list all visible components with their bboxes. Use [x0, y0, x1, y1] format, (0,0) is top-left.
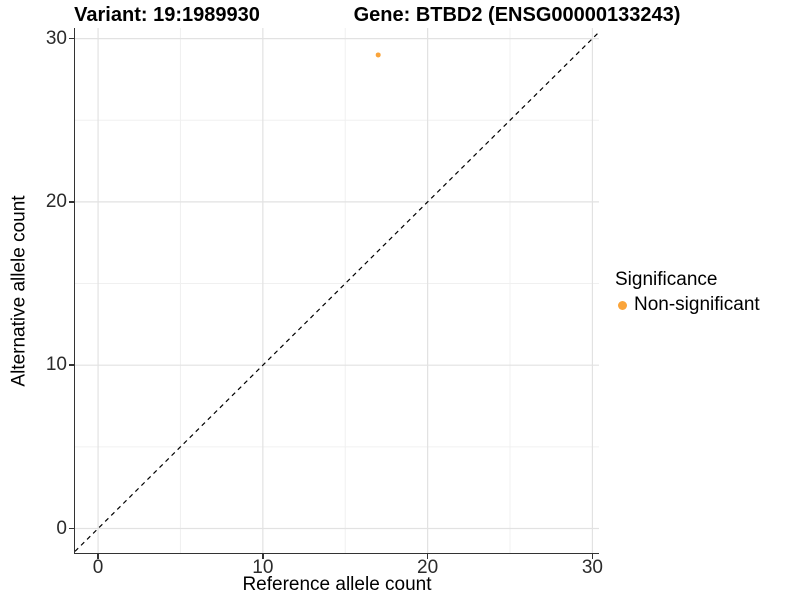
scatter-plot-canvas: [75, 28, 599, 553]
x-tick-label: 30: [581, 557, 603, 578]
x-axis-title: Reference allele count: [242, 574, 432, 595]
y-tick-mark: [69, 201, 74, 203]
data-point: [375, 52, 381, 58]
x-tick-label: 0: [92, 557, 104, 578]
x-tick-label: 20: [417, 557, 439, 578]
plot-panel: [75, 28, 599, 553]
y-tick-label: 0: [56, 517, 67, 539]
legend-point-icon: [618, 300, 627, 310]
y-tick-mark: [69, 527, 74, 530]
y-tick-mark: [69, 37, 74, 40]
x-tick-mark: [262, 554, 264, 559]
legend-title: Significance: [615, 269, 718, 290]
legend-item-non-significant: Non-significant: [615, 294, 800, 316]
diagonal-reference-line: [75, 31, 599, 552]
x-tick-mark: [97, 554, 99, 559]
y-axis-line: [74, 28, 76, 554]
y-tick-mark: [69, 364, 74, 366]
x-tick-label: 10: [252, 557, 274, 578]
plot-title-variant: Variant: 19:1989930: [74, 4, 260, 26]
plot-title-gene: Gene: BTBD2 (ENSG00000133243): [353, 4, 681, 26]
y-tick-label: 30: [45, 27, 67, 49]
x-tick-mark: [426, 554, 429, 559]
legend-item-label: Non-significant: [634, 294, 760, 315]
legend: Significance Non-significant: [615, 268, 800, 316]
x-tick-mark: [591, 554, 594, 559]
y-axis-title: Alternative allele count: [8, 195, 30, 387]
x-axis-line: [74, 552, 599, 554]
y-tick-label: 10: [45, 354, 67, 376]
y-tick-label: 20: [45, 190, 67, 212]
